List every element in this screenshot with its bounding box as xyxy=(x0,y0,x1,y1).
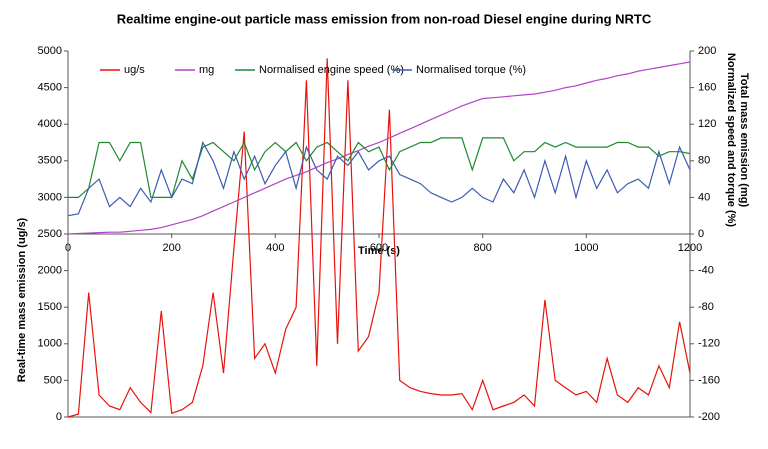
y2-tick-label: 120 xyxy=(698,118,716,130)
legend-label: Normalised torque (%) xyxy=(416,64,526,76)
y2-axis-label: Normalized speed and torque (%) xyxy=(725,53,737,228)
chart-title: Realtime engine-out particle mass emissi… xyxy=(117,11,652,26)
y-tick-label: 0 xyxy=(56,411,62,423)
y2-tick-label: -160 xyxy=(698,374,720,386)
y-tick-label: 1000 xyxy=(38,338,62,350)
y-tick-label: 2000 xyxy=(38,265,62,277)
x-axis-label: Time (s) xyxy=(358,245,400,257)
y-axis-label: Real-time mass emission (ug/s) xyxy=(16,217,28,382)
x-tick-label: 400 xyxy=(266,242,284,254)
y-tick-label: 3500 xyxy=(38,155,62,167)
y2-tick-label: 0 xyxy=(698,228,704,240)
x-tick-label: 800 xyxy=(473,242,491,254)
y2-axis-label: Total mass emission (mg) xyxy=(738,73,750,208)
x-tick-label: 200 xyxy=(162,242,180,254)
y2-tick-label: 80 xyxy=(698,155,710,167)
y2-tick-label: -40 xyxy=(698,265,714,277)
y-tick-label: 4500 xyxy=(38,82,62,94)
series-line xyxy=(67,61,691,235)
y2-tick-label: -80 xyxy=(698,301,714,313)
y-tick-label: 2500 xyxy=(38,228,62,240)
y-tick-label: 5000 xyxy=(38,45,62,57)
y2-tick-label: 160 xyxy=(698,82,716,94)
y-tick-label: 4000 xyxy=(38,118,62,130)
x-tick-label: 1000 xyxy=(574,242,598,254)
y-tick-label: 500 xyxy=(44,374,62,386)
y2-tick-label: -120 xyxy=(698,338,720,350)
x-tick-label: 600 xyxy=(370,242,388,254)
y2-tick-label: 40 xyxy=(698,191,710,203)
series-line xyxy=(67,58,691,418)
y2-tick-label: 200 xyxy=(698,45,716,57)
legend-label: mg xyxy=(199,64,214,76)
y-tick-label: 3000 xyxy=(38,191,62,203)
legend-label: Normalised engine speed (%) xyxy=(259,64,404,76)
legend-label: ug/s xyxy=(124,64,145,76)
series-line xyxy=(67,140,691,217)
y-tick-label: 1500 xyxy=(38,301,62,313)
y2-tick-label: -200 xyxy=(698,411,720,423)
